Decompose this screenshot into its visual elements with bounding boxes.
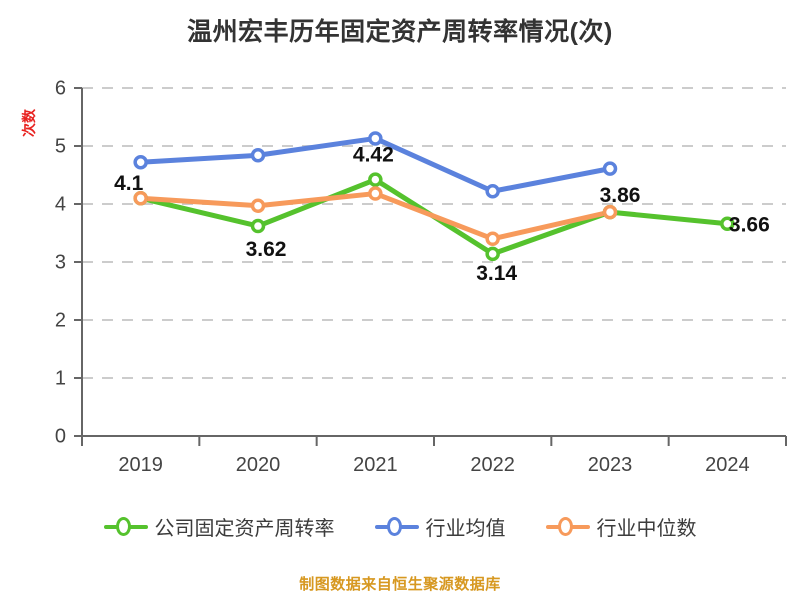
gridlines	[82, 87, 786, 379]
legend-marker-icon	[103, 516, 148, 538]
svg-text:3.66: 3.66	[729, 214, 770, 237]
chart-title: 温州宏丰历年固定资产周转率情况(次)	[187, 18, 613, 46]
svg-text:0: 0	[55, 425, 66, 447]
svg-text:4.1: 4.1	[114, 172, 144, 195]
legend-item-3[interactable]: 行业中位数	[545, 512, 697, 541]
y-axis-ticks: 0 1 2 3 4 5 6	[55, 77, 82, 447]
svg-text:2024: 2024	[705, 454, 750, 476]
svg-text:2022: 2022	[470, 454, 515, 476]
plot-area: 0 1 2 3 4 5 6 2019 2020 2021 2022 2023 2024 4.1 3.62…	[55, 77, 787, 476]
svg-text:2: 2	[55, 309, 66, 331]
chart-legend: 公司固定资产周转率 行业均值 行业中位数	[0, 512, 800, 541]
svg-text:5: 5	[55, 135, 66, 157]
svg-text:3.14: 3.14	[476, 262, 517, 285]
legend-item-1[interactable]: 公司固定资产周转率	[103, 512, 335, 541]
svg-text:4: 4	[55, 193, 66, 215]
svg-text:1: 1	[55, 367, 66, 389]
x-axis-ticks: 2019 2020 2021 2022 2023 2024	[81, 436, 787, 476]
svg-text:2020: 2020	[236, 454, 281, 476]
legend-marker-icon	[545, 516, 590, 538]
point-value-labels: 4.1 3.62 4.42 3.14 3.86 3.66	[114, 144, 770, 285]
footer-note: 制图数据来自恒生聚源数据库	[299, 576, 501, 593]
svg-text:2021: 2021	[353, 454, 398, 476]
legend-marker-icon	[374, 516, 419, 538]
legend-label: 行业中位数	[596, 518, 697, 540]
legend-label: 公司固定资产周转率	[154, 518, 335, 540]
svg-text:2023: 2023	[588, 454, 633, 476]
svg-text:3.86: 3.86	[600, 184, 641, 207]
legend-item-2[interactable]: 行业均值	[374, 512, 506, 541]
svg-text:3.62: 3.62	[246, 238, 287, 261]
legend-label: 行业均值	[425, 518, 506, 540]
svg-text:6: 6	[55, 77, 66, 99]
series-points	[133, 131, 735, 262]
svg-text:3: 3	[55, 251, 66, 273]
svg-text:2019: 2019	[118, 454, 163, 476]
svg-text:4.42: 4.42	[353, 144, 394, 167]
